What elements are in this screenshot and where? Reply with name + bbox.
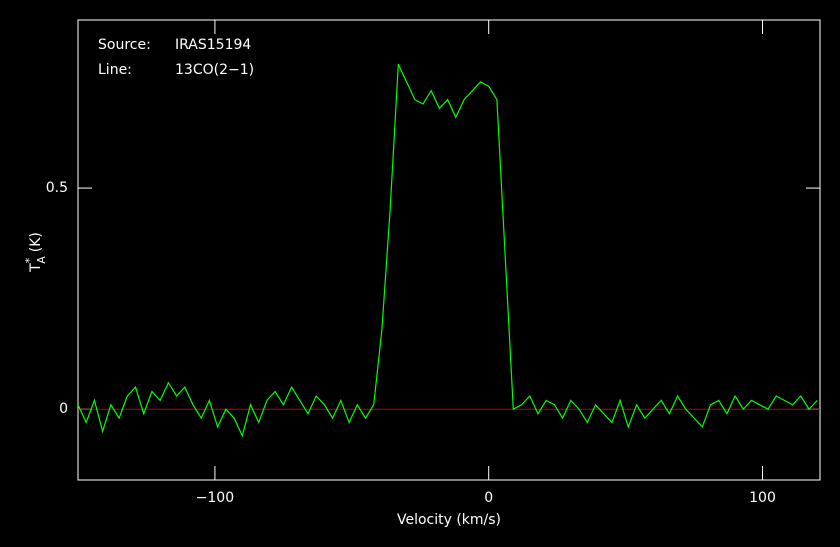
plot-frame (77, 19, 821, 481)
annotation: Line: (98, 62, 132, 78)
x-axis-label: Velocity (km/s) (397, 512, 501, 528)
annotation: Source: (98, 37, 151, 53)
x-tick-label: 0 (484, 490, 493, 506)
x-tick-label: −100 (196, 490, 234, 506)
y-tick-label: 0 (59, 401, 68, 417)
x-tick-label: 100 (749, 490, 776, 506)
annotation: IRAS15194 (175, 37, 251, 53)
spectrum-line (77, 63, 818, 438)
y-axis-label: T*A (K) (23, 232, 48, 273)
y-label-sup: * (23, 257, 36, 263)
y-label-sub: A (35, 256, 48, 264)
y-label-unit: (K) (28, 232, 44, 252)
y-tick-label: 0.5 (46, 180, 68, 196)
y-label-symbol: T (28, 263, 44, 273)
annotation: 13CO(2−1) (175, 62, 254, 78)
